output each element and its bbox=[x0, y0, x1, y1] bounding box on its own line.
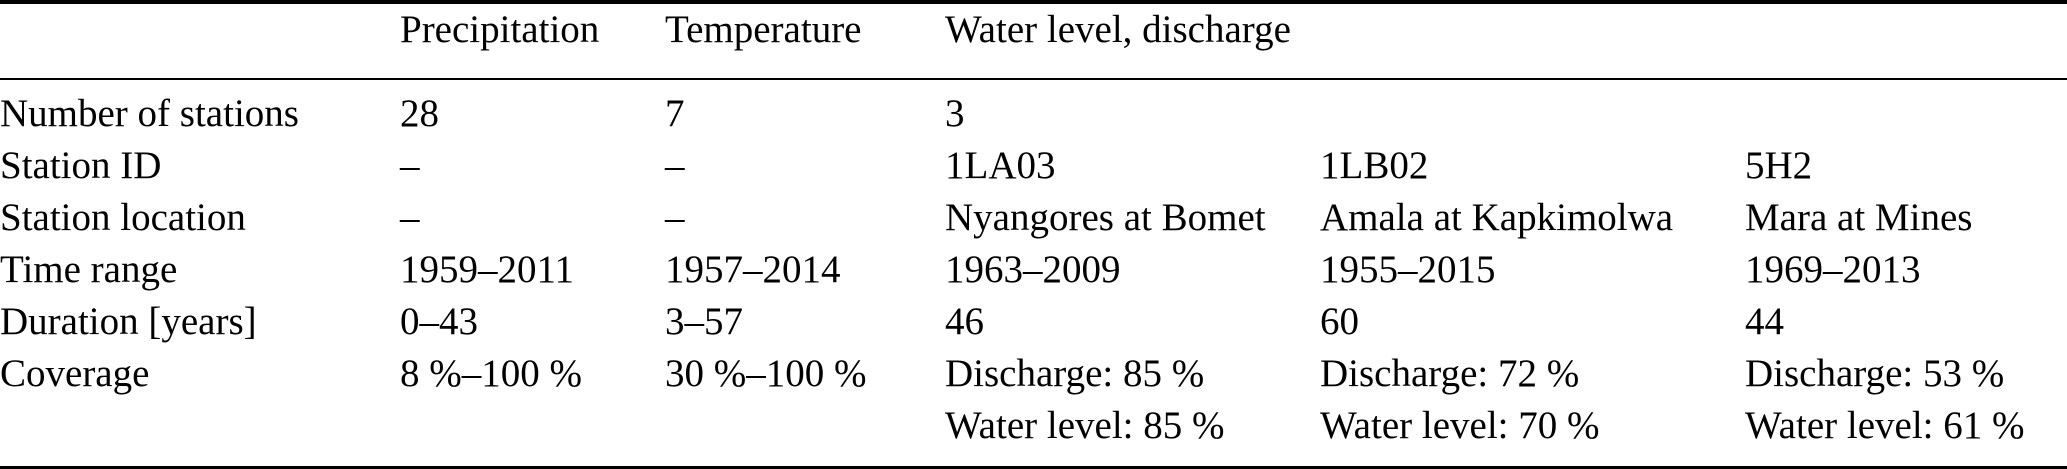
cell-water1-location: Nyangores at Bomet bbox=[945, 196, 1266, 239]
cell-temperature-id: – bbox=[665, 144, 685, 187]
row-label: Time range bbox=[0, 248, 178, 291]
header-row: Precipitation Temperature Water level, d… bbox=[0, 2, 2067, 80]
row-number-of-stations: Number of stations 28 7 3 bbox=[0, 79, 2067, 140]
cell-precipitation-duration: 0–43 bbox=[400, 300, 478, 343]
cell-precipitation-id: – bbox=[400, 144, 420, 187]
cell-water3-id: 5H2 bbox=[1745, 144, 1813, 187]
cell-water3-duration: 44 bbox=[1745, 300, 1784, 343]
cell-water3-timerange: 1969–2013 bbox=[1745, 248, 1921, 291]
row-label: Coverage bbox=[0, 352, 150, 395]
coverage-discharge-line: Discharge: 53 % bbox=[1745, 352, 2005, 395]
cell-water1-duration: 46 bbox=[945, 300, 984, 343]
row-label: Station ID bbox=[0, 144, 162, 187]
cell-water2-id: 1LB02 bbox=[1320, 144, 1429, 187]
header-empty-cell bbox=[0, 2, 400, 80]
row-station-location: Station location – – Nyangores at Bomet … bbox=[0, 192, 2067, 244]
table-header: Precipitation Temperature Water level, d… bbox=[0, 2, 2067, 80]
row-label: Number of stations bbox=[0, 92, 299, 135]
cell-water3-coverage: Discharge: 53 % Water level: 61 % bbox=[1745, 348, 2067, 468]
cell-temperature-location: – bbox=[665, 196, 685, 239]
cell-water-stations: 3 bbox=[945, 92, 965, 135]
cell-temperature-stations: 7 bbox=[665, 92, 685, 135]
row-label: Duration [years] bbox=[0, 300, 257, 343]
coverage-waterlevel-line: Water level: 85 % bbox=[945, 404, 1225, 447]
row-station-id: Station ID – – 1LA03 1LB02 5H2 bbox=[0, 140, 2067, 192]
cell-water2-timerange: 1955–2015 bbox=[1320, 248, 1496, 291]
cell-water2-location: Amala at Kapkimolwa bbox=[1320, 196, 1674, 239]
cell-precipitation-location: – bbox=[400, 196, 420, 239]
coverage-discharge-line: Discharge: 85 % bbox=[945, 352, 1205, 395]
coverage-discharge-line: Discharge: 72 % bbox=[1320, 352, 1580, 395]
cell-precipitation-stations: 28 bbox=[400, 92, 439, 135]
row-coverage: Coverage 8 %–100 % 30 %–100 % Discharge:… bbox=[0, 348, 2067, 468]
header-water-level-discharge: Water level, discharge bbox=[945, 2, 2067, 80]
table-body: Number of stations 28 7 3 Station ID – –… bbox=[0, 79, 2067, 468]
cell-precipitation-timerange: 1959–2011 bbox=[400, 248, 575, 291]
cell-water2-coverage: Discharge: 72 % Water level: 70 % bbox=[1320, 348, 1745, 468]
cell-temperature-timerange: 1957–2014 bbox=[665, 248, 841, 291]
cell-temperature-duration: 3–57 bbox=[665, 300, 743, 343]
cell-water1-coverage: Discharge: 85 % Water level: 85 % bbox=[945, 348, 1320, 468]
cell-precipitation-coverage: 8 %–100 % bbox=[400, 352, 582, 395]
cell-water1-id: 1LA03 bbox=[945, 144, 1056, 187]
coverage-waterlevel-line: Water level: 70 % bbox=[1320, 404, 1600, 447]
row-duration: Duration [years] 0–43 3–57 46 60 44 bbox=[0, 296, 2067, 348]
cell-water1-timerange: 1963–2009 bbox=[945, 248, 1121, 291]
header-temperature: Temperature bbox=[665, 2, 945, 80]
coverage-waterlevel-line: Water level: 61 % bbox=[1745, 404, 2025, 447]
row-label: Station location bbox=[0, 196, 246, 239]
cell-water2-duration: 60 bbox=[1320, 300, 1359, 343]
header-precipitation: Precipitation bbox=[400, 2, 665, 80]
cell-temperature-coverage: 30 %–100 % bbox=[665, 352, 867, 395]
row-time-range: Time range 1959–2011 1957–2014 1963–2009… bbox=[0, 244, 2067, 296]
cell-water3-location: Mara at Mines bbox=[1745, 196, 1973, 239]
